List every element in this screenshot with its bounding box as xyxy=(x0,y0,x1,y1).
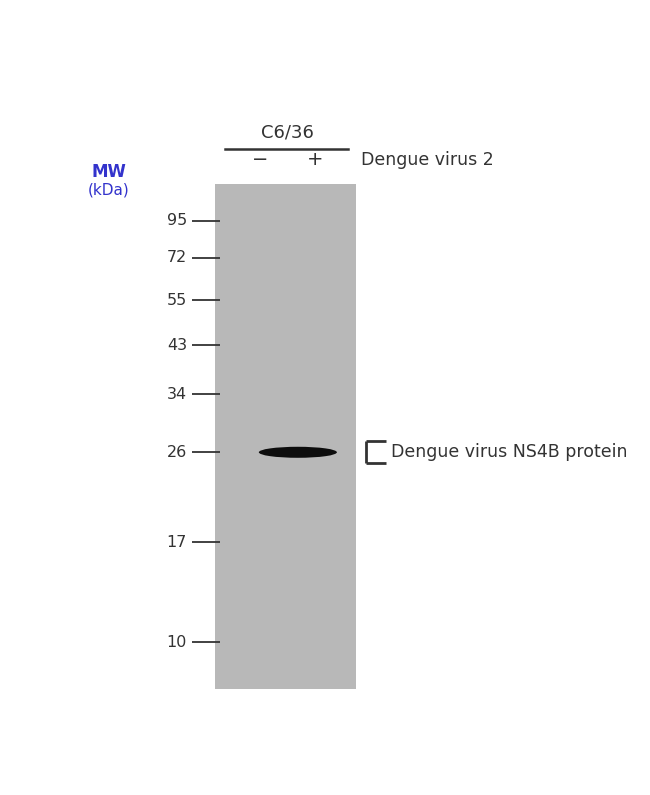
Text: 72: 72 xyxy=(167,250,187,265)
Text: 43: 43 xyxy=(167,338,187,353)
Text: (kDa): (kDa) xyxy=(88,183,130,198)
Text: 34: 34 xyxy=(167,386,187,401)
Text: C6/36: C6/36 xyxy=(261,123,314,142)
Text: Dengue virus NS4B protein: Dengue virus NS4B protein xyxy=(391,444,627,461)
Bar xyxy=(214,184,356,689)
Text: Dengue virus 2: Dengue virus 2 xyxy=(361,151,493,169)
Text: 10: 10 xyxy=(166,634,187,650)
Text: +: + xyxy=(307,150,324,169)
Ellipse shape xyxy=(259,447,337,458)
Text: 26: 26 xyxy=(167,444,187,460)
Text: 95: 95 xyxy=(167,213,187,228)
Text: −: − xyxy=(252,150,268,169)
Text: MW: MW xyxy=(92,163,126,181)
Text: 55: 55 xyxy=(167,293,187,308)
Text: 17: 17 xyxy=(166,535,187,550)
